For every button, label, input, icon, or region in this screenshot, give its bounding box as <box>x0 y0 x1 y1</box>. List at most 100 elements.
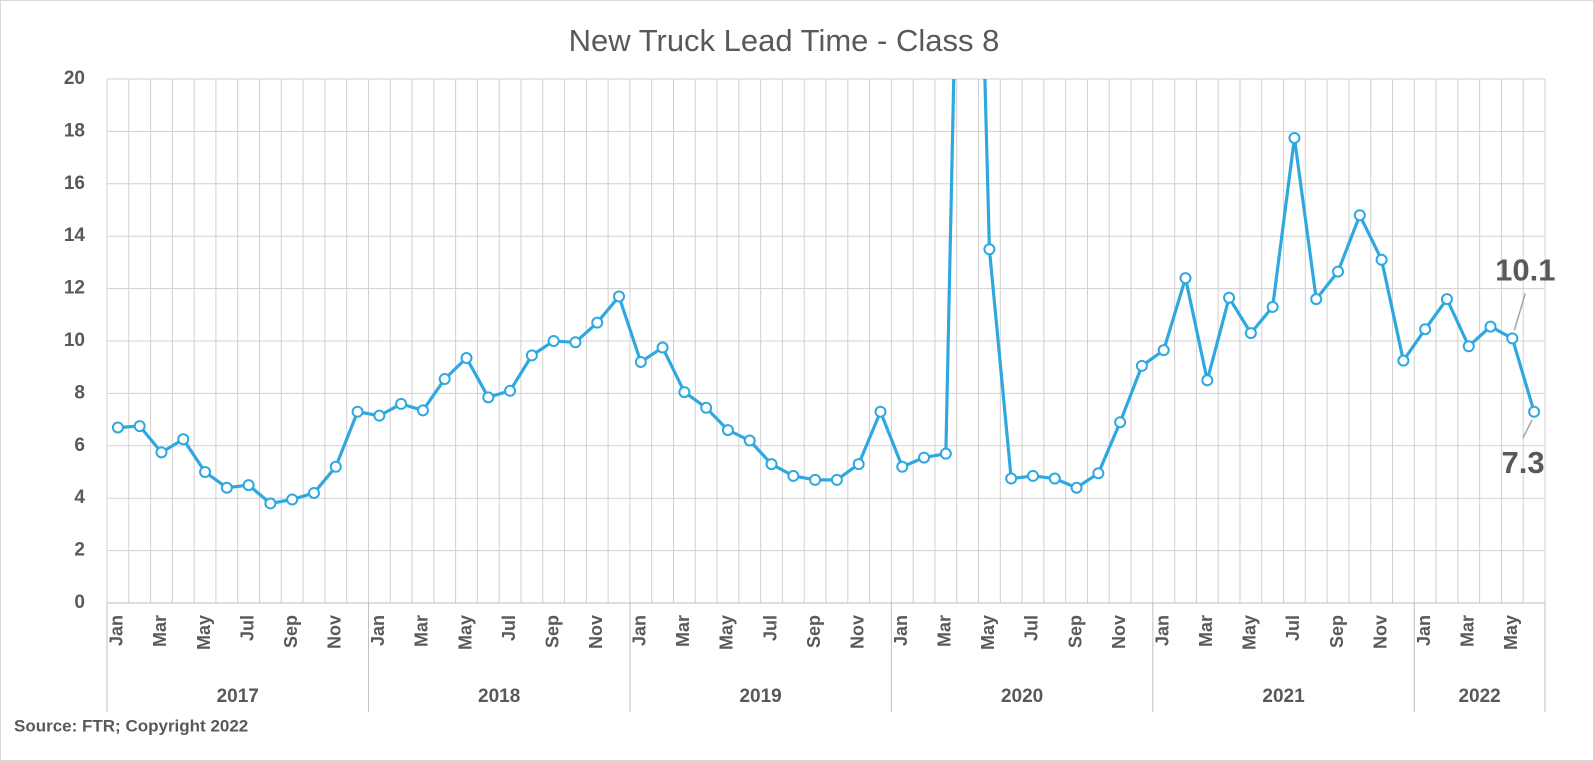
x-tick-label: Jan <box>1152 615 1172 646</box>
data-point <box>1353 209 1366 222</box>
data-point <box>373 409 386 422</box>
x-tick-label: Sep <box>281 615 301 648</box>
x-tick-label: Sep <box>542 615 562 648</box>
data-point <box>1026 469 1039 482</box>
data-point <box>395 397 408 410</box>
x-tick-label: Jan <box>1414 615 1434 646</box>
x-tick-label: Nov <box>586 615 606 649</box>
data-point <box>220 481 233 494</box>
data-label: 7.3 <box>1502 445 1545 480</box>
x-tick-label: Jan <box>630 615 650 646</box>
data-point <box>1223 291 1236 304</box>
year-label: 2022 <box>1458 686 1500 707</box>
x-tick-label: May <box>455 615 475 650</box>
data-point <box>874 405 887 418</box>
data-point <box>1310 293 1323 306</box>
data-point <box>1201 374 1214 387</box>
x-tick-label: Sep <box>1065 615 1085 648</box>
y-tick-label: 10 <box>64 330 85 351</box>
x-tick-label: May <box>717 615 737 650</box>
data-point <box>787 469 800 482</box>
x-tick-label: Mar <box>935 615 955 647</box>
data-point <box>918 451 931 464</box>
x-tick-label: Sep <box>804 615 824 648</box>
data-point <box>983 243 996 256</box>
chart-title: New Truck Lead Time - Class 8 <box>569 23 1000 58</box>
data-point <box>133 420 146 433</box>
data-point <box>1288 131 1301 144</box>
data-point <box>460 352 473 365</box>
data-point <box>504 384 517 397</box>
data-point <box>1005 472 1018 485</box>
leader-line <box>1522 419 1533 439</box>
y-tick-label: 18 <box>64 120 85 141</box>
leader-line <box>1513 293 1527 331</box>
x-tick-label: Sep <box>1327 615 1347 648</box>
plot-area <box>111 79 1541 510</box>
data-point <box>700 401 713 414</box>
data-point <box>482 391 495 404</box>
data-point <box>1048 472 1061 485</box>
data-point <box>896 460 909 473</box>
x-tick-label: Jul <box>499 615 519 641</box>
y-tick-label: 12 <box>64 278 85 299</box>
data-point <box>1114 416 1127 429</box>
data-point <box>329 460 342 473</box>
data-point <box>1440 293 1453 306</box>
x-tick-label: Jan <box>368 615 388 646</box>
data-point <box>1070 481 1083 494</box>
x-tick-label: Nov <box>1109 615 1129 649</box>
data-point <box>591 316 604 329</box>
data-label: 10.1 <box>1495 253 1555 288</box>
data-point <box>1332 265 1345 278</box>
data-point <box>721 424 734 437</box>
year-label: 2018 <box>478 686 520 707</box>
x-tick-label: May <box>1501 615 1521 650</box>
data-point <box>1419 323 1432 336</box>
data-point <box>852 458 865 471</box>
data-point <box>1244 327 1257 340</box>
data-point <box>1266 300 1279 313</box>
data-point <box>830 473 843 486</box>
x-tick-label: Mar <box>412 615 432 647</box>
data-point <box>155 446 168 459</box>
data-point <box>1375 253 1388 266</box>
data-point <box>177 433 190 446</box>
y-tick-label: 14 <box>64 225 86 246</box>
x-tick-label: Jul <box>237 615 257 641</box>
y-tick-label: 6 <box>74 435 85 456</box>
y-tick-label: 0 <box>74 592 85 613</box>
x-tick-label: Nov <box>847 615 867 649</box>
year-label: 2020 <box>1001 686 1043 707</box>
data-point <box>1506 332 1519 345</box>
data-point <box>809 473 822 486</box>
x-tick-label: Nov <box>1370 615 1390 649</box>
data-point <box>1528 405 1541 418</box>
x-tick-label: May <box>194 615 214 650</box>
y-tick-label: 2 <box>74 540 85 561</box>
data-point <box>743 434 756 447</box>
y-tick-label: 20 <box>64 68 85 89</box>
data-point <box>416 404 429 417</box>
x-tick-label: Jan <box>107 615 127 646</box>
y-tick-label: 8 <box>74 382 85 403</box>
data-point <box>286 493 299 506</box>
data-point <box>1092 467 1105 480</box>
data-point <box>351 405 364 418</box>
year-label: 2021 <box>1262 686 1305 707</box>
x-tick-label: May <box>978 615 998 650</box>
x-tick-label: Jul <box>1283 615 1303 641</box>
data-point <box>765 458 778 471</box>
data-point <box>678 386 691 399</box>
data-point <box>438 372 451 385</box>
y-tick-label: 4 <box>74 487 85 508</box>
data-point <box>242 479 255 492</box>
data-point <box>939 447 952 460</box>
data-point <box>613 290 626 303</box>
x-tick-label: Mar <box>673 615 693 647</box>
data-point <box>307 486 320 499</box>
x-tick-label: May <box>1240 615 1260 650</box>
data-point <box>1179 272 1192 285</box>
